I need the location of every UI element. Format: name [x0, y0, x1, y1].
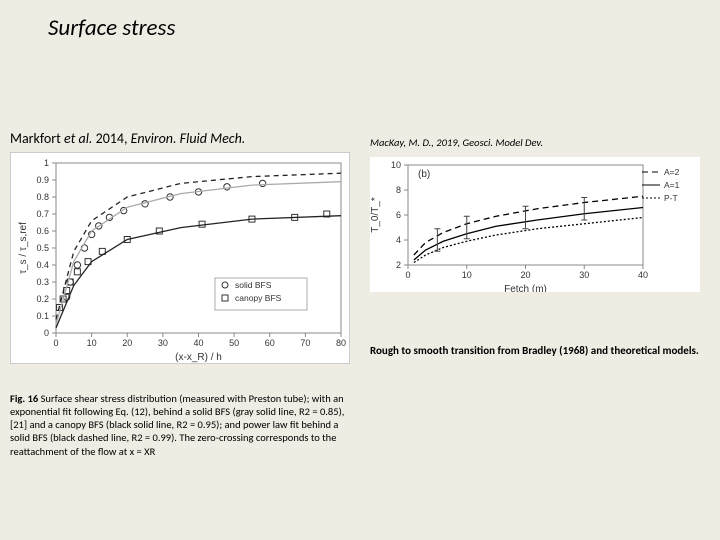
svg-text:(x-x_R) / h: (x-x_R) / h [175, 352, 222, 363]
svg-text:20: 20 [122, 338, 132, 348]
right-column: MacKay, M. D., 2019, Geosci. Model Dev. … [370, 136, 710, 358]
svg-text:1: 1 [44, 158, 49, 168]
svg-text:10: 10 [462, 270, 472, 280]
svg-text:0.6: 0.6 [36, 226, 49, 236]
right-citation: MacKay, M. D., 2019, Geosci. Model Dev. [370, 136, 710, 149]
cite-pre: Markfort [10, 130, 64, 147]
svg-text:0: 0 [405, 270, 410, 280]
svg-text:canopy BFS: canopy BFS [235, 293, 282, 303]
svg-text:P-T: P-T [664, 193, 678, 203]
svg-text:50: 50 [229, 338, 239, 348]
svg-text:10: 10 [391, 160, 401, 170]
svg-text:60: 60 [265, 338, 275, 348]
svg-text:30: 30 [158, 338, 168, 348]
left-chart: 0 10 20 30 40 50 60 70 80 0 0.1 0.2 0.3 0.4 0.5 0.6 0.7 0… [10, 152, 350, 364]
slide-title: Surface stress [48, 14, 175, 42]
svg-text:0.1: 0.1 [36, 311, 49, 321]
cite-journal: Environ. Fluid Mech. [131, 130, 246, 147]
left-figure-caption: Fig. 16 Surface shear stress distributio… [10, 392, 350, 458]
svg-text:A=1: A=1 [664, 180, 680, 190]
right-chart: 0 10 20 30 40 2 4 6 8 10 Fetch (m) T_0/T_* (b) A=2 A=1… [370, 157, 700, 292]
svg-text:(b): (b) [418, 169, 430, 180]
svg-text:10: 10 [87, 338, 97, 348]
svg-text:0.5: 0.5 [36, 243, 49, 253]
svg-text:0: 0 [44, 328, 49, 338]
svg-text:20: 20 [520, 270, 530, 280]
svg-text:80: 80 [336, 338, 346, 348]
right-comment: Rough to smooth transition from Bradley … [370, 344, 700, 358]
svg-text:2: 2 [396, 260, 401, 270]
svg-text:0.2: 0.2 [36, 294, 49, 304]
svg-text:70: 70 [300, 338, 310, 348]
svg-text:40: 40 [638, 270, 648, 280]
svg-text:A=2: A=2 [664, 167, 680, 177]
svg-text:0.9: 0.9 [36, 175, 49, 185]
svg-text:0.7: 0.7 [36, 209, 49, 219]
left-citation: Markfort et al. 2014, Environ. Fluid Mec… [10, 130, 360, 147]
svg-text:30: 30 [579, 270, 589, 280]
cite-post: 2014, [92, 130, 130, 147]
svg-text:τ_s / τ_s,ref: τ_s / τ_s,ref [18, 222, 29, 274]
svg-text:0: 0 [53, 338, 58, 348]
svg-text:T_0/T_*: T_0/T_* [370, 197, 381, 233]
svg-text:4: 4 [396, 235, 401, 245]
svg-text:0.8: 0.8 [36, 192, 49, 202]
svg-text:Fetch (m): Fetch (m) [504, 284, 547, 292]
left-column: Markfort et al. 2014, Environ. Fluid Mec… [10, 130, 360, 458]
svg-text:0.4: 0.4 [36, 260, 49, 270]
svg-text:8: 8 [396, 185, 401, 195]
svg-text:40: 40 [193, 338, 203, 348]
cite-ital: et al. [64, 130, 92, 147]
caption-lead: Fig. 16 [10, 392, 41, 405]
svg-text:0.3: 0.3 [36, 277, 49, 287]
svg-text:solid BFS: solid BFS [235, 280, 272, 290]
caption-body: Surface shear stress distribution (measu… [10, 392, 344, 458]
svg-text:6: 6 [396, 210, 401, 220]
